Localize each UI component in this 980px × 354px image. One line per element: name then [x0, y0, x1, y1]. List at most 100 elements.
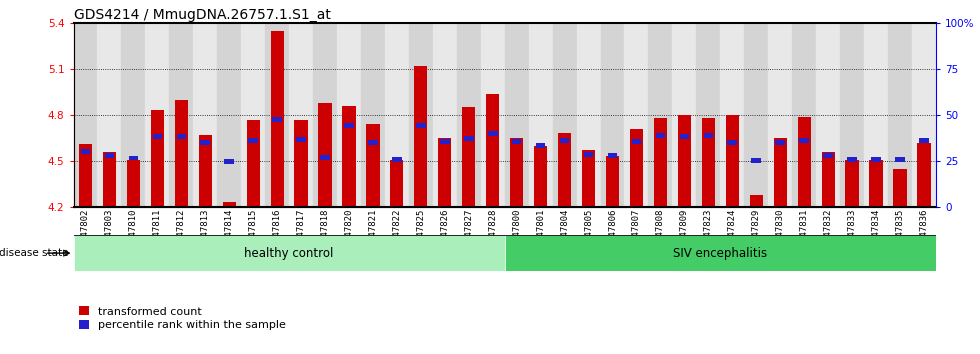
Bar [505, 235, 936, 271]
Bar [201, 140, 210, 145]
Bar [510, 138, 523, 207]
Bar [869, 160, 883, 207]
Bar [153, 134, 162, 139]
Bar [601, 23, 624, 207]
Bar [821, 152, 835, 207]
Bar [750, 195, 762, 207]
Bar [656, 133, 665, 138]
Bar [919, 138, 929, 143]
Bar [512, 139, 521, 144]
Text: healthy control: healthy control [244, 247, 334, 259]
Bar [727, 140, 737, 145]
Bar [247, 120, 260, 207]
Bar [894, 169, 906, 207]
Bar [392, 157, 402, 162]
Bar [649, 23, 672, 207]
Bar [752, 158, 761, 163]
Bar [816, 23, 840, 207]
Bar [917, 143, 930, 207]
Bar [630, 129, 643, 207]
Bar [871, 157, 881, 162]
Bar [888, 23, 912, 207]
Bar [433, 23, 457, 207]
Bar [128, 155, 138, 160]
Bar [534, 146, 547, 207]
Bar [704, 133, 713, 138]
Bar [440, 139, 450, 144]
Bar [463, 107, 475, 207]
Bar [105, 153, 115, 158]
Bar [272, 117, 282, 122]
Bar [74, 23, 97, 207]
Bar [222, 202, 236, 207]
Bar [318, 103, 331, 207]
Bar [608, 153, 617, 158]
Bar [654, 118, 667, 207]
Bar [270, 31, 283, 207]
Bar [103, 152, 116, 207]
Bar [464, 136, 473, 141]
Bar [218, 23, 241, 207]
Bar [199, 135, 212, 207]
Bar [294, 120, 308, 207]
Bar [170, 23, 193, 207]
Bar [624, 23, 649, 207]
Bar [725, 115, 739, 207]
Bar [505, 23, 528, 207]
Bar [313, 23, 337, 207]
Bar [126, 160, 140, 207]
Bar [773, 138, 787, 207]
Bar [151, 110, 164, 207]
Bar [224, 159, 234, 164]
Bar [368, 140, 377, 145]
Bar [792, 23, 816, 207]
Bar [744, 23, 768, 207]
Bar [438, 138, 452, 207]
Legend: transformed count, percentile rank within the sample: transformed count, percentile rank withi… [79, 307, 286, 330]
Bar [560, 138, 569, 143]
Bar [289, 23, 313, 207]
Bar [702, 118, 714, 207]
Bar [80, 149, 90, 154]
Text: disease state: disease state [0, 248, 69, 258]
Bar [800, 138, 808, 143]
Bar [457, 23, 481, 207]
Bar [337, 23, 361, 207]
Bar [798, 116, 810, 207]
Bar [367, 124, 379, 207]
Bar [823, 153, 833, 158]
Bar [584, 153, 593, 158]
Bar [409, 23, 433, 207]
Bar [248, 138, 258, 143]
Text: GDS4214 / MmugDNA.26757.1.S1_at: GDS4214 / MmugDNA.26757.1.S1_at [74, 8, 330, 22]
Bar [775, 140, 785, 145]
Bar [528, 23, 553, 207]
Bar [145, 23, 170, 207]
Bar [553, 23, 576, 207]
Bar [97, 23, 122, 207]
Bar [361, 23, 385, 207]
Bar [720, 23, 744, 207]
Bar [632, 139, 641, 144]
Bar [342, 106, 356, 207]
Bar [488, 131, 498, 136]
Bar [606, 156, 619, 207]
Bar [296, 137, 306, 142]
Bar [536, 143, 546, 148]
Text: SIV encephalitis: SIV encephalitis [673, 247, 767, 259]
Bar [416, 123, 425, 128]
Bar [768, 23, 792, 207]
Bar [582, 150, 595, 207]
Bar [415, 66, 427, 207]
Bar [174, 100, 188, 207]
Bar [912, 23, 936, 207]
Bar [672, 23, 697, 207]
Bar [176, 134, 186, 139]
Bar [840, 23, 864, 207]
Bar [122, 23, 145, 207]
Bar [486, 93, 499, 207]
Bar [481, 23, 505, 207]
Bar [895, 157, 905, 162]
Bar [679, 134, 689, 139]
Bar [558, 133, 571, 207]
